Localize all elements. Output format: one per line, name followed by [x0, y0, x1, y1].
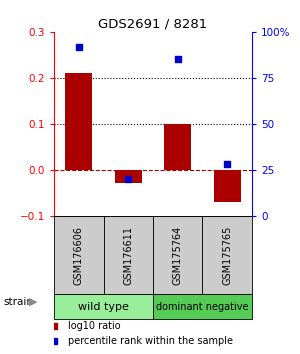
Point [126, 176, 131, 182]
Text: GSM175764: GSM175764 [173, 225, 183, 285]
Bar [153, 216, 202, 295]
Text: ▶: ▶ [28, 297, 37, 307]
Text: dominant negative: dominant negative [156, 302, 249, 312]
Bar [65, 73, 92, 170]
Text: strain: strain [3, 297, 33, 307]
Bar [164, 124, 191, 170]
Text: GSM176606: GSM176606 [74, 225, 84, 285]
Bar [115, 170, 142, 183]
Title: GDS2691 / 8281: GDS2691 / 8281 [98, 18, 208, 31]
Text: GSM175765: GSM175765 [222, 225, 232, 285]
Text: wild type: wild type [78, 302, 129, 312]
Point [175, 57, 180, 62]
Bar [54, 295, 153, 319]
Text: log10 ratio: log10 ratio [68, 321, 121, 331]
Text: GSM176611: GSM176611 [123, 225, 133, 285]
Bar [202, 216, 252, 295]
Bar [103, 216, 153, 295]
Bar [54, 216, 104, 295]
Point [225, 161, 230, 167]
Point [76, 44, 81, 50]
Text: percentile rank within the sample: percentile rank within the sample [68, 336, 233, 347]
Bar [214, 170, 241, 202]
Bar [153, 295, 252, 319]
